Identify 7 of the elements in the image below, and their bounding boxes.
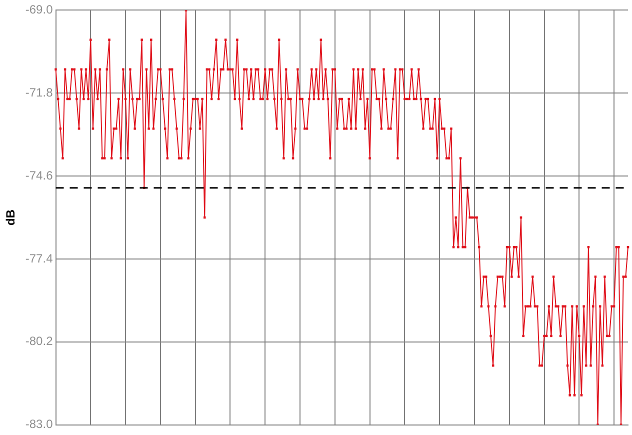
y-tick-label: -77.4 [25,251,54,266]
y-tick-label: -74.6 [25,168,54,182]
y-tick-label: -83.0 [25,417,54,432]
y-tick-label: -69.0 [25,2,54,17]
y-axis-title: dB [4,209,18,226]
y-tick-label: -80.2 [25,334,54,348]
y-tick-label: -71.8 [25,85,54,100]
